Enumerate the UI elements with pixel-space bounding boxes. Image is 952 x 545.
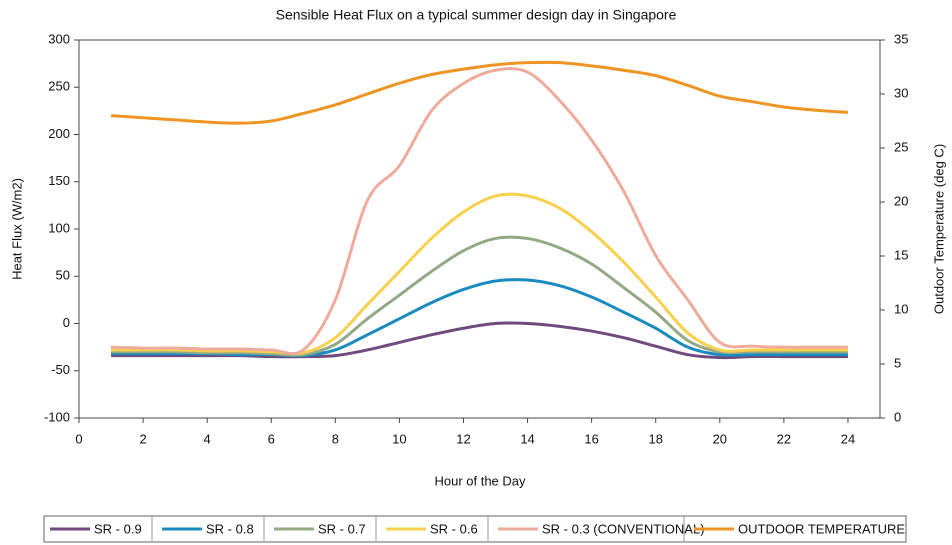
x-tick-label: 0 xyxy=(75,431,82,446)
series-line xyxy=(110,60,849,125)
x-tick-label: 10 xyxy=(392,431,406,446)
x-tick-label: 12 xyxy=(456,431,470,446)
y-tick-label: -100 xyxy=(44,409,70,424)
y2-tick-label: 35 xyxy=(894,31,908,46)
series-line xyxy=(110,67,848,356)
plot-frame xyxy=(78,39,881,419)
x-tick-label: 18 xyxy=(648,431,662,446)
y-tick-label: 0 xyxy=(63,315,70,330)
y2-tick-label: 25 xyxy=(894,139,908,154)
x-axis-title: Hour of the Day xyxy=(434,473,526,488)
x-tick-label: 6 xyxy=(268,431,275,446)
y-axis-title: Heat Flux (W/m2) xyxy=(9,178,24,280)
x-tick-label: 24 xyxy=(841,431,855,446)
legend-label: SR - 0.8 xyxy=(206,521,254,536)
legend-box xyxy=(43,515,907,543)
y2-tick-label: 30 xyxy=(894,85,908,100)
x-tick-label: 16 xyxy=(584,431,598,446)
chart-title: Sensible Heat Flux on a typical summer d… xyxy=(276,7,677,23)
series-line xyxy=(111,192,848,356)
series-line xyxy=(111,235,848,357)
y-tick-label: -50 xyxy=(51,362,70,377)
y-tick-label: 50 xyxy=(56,268,70,283)
series-line xyxy=(111,278,848,358)
x-tick-label: 4 xyxy=(204,431,211,446)
x-tick-label: 8 xyxy=(332,431,339,446)
y2-tick-label: 15 xyxy=(894,247,908,262)
y2-tick-label: 10 xyxy=(894,301,908,316)
x-tick-label: 22 xyxy=(777,431,791,446)
y-tick-label: 100 xyxy=(48,220,70,235)
legend-label: OUTDOOR TEMPERATURE xyxy=(738,521,905,536)
y-tick-label: 200 xyxy=(48,126,70,141)
x-tick-label: 2 xyxy=(139,431,146,446)
y-tick-label: 300 xyxy=(48,31,70,46)
y-tick-label: 250 xyxy=(48,79,70,94)
y-tick-label: 150 xyxy=(48,173,70,188)
x-tick-label: 20 xyxy=(713,431,727,446)
legend-label: SR - 0.6 xyxy=(430,521,478,536)
legend-label: SR - 0.9 xyxy=(94,521,142,536)
y2-axis-title: Outdoor Temperature (deg C) xyxy=(931,144,946,314)
y2-tick-label: 5 xyxy=(894,355,901,370)
legend-label: SR - 0.3 (CONVENTIONAL) xyxy=(542,521,705,536)
y2-tick-label: 0 xyxy=(894,409,901,424)
legend-label: SR - 0.7 xyxy=(318,521,366,536)
x-tick-label: 14 xyxy=(520,431,534,446)
y2-tick-label: 20 xyxy=(894,193,908,208)
